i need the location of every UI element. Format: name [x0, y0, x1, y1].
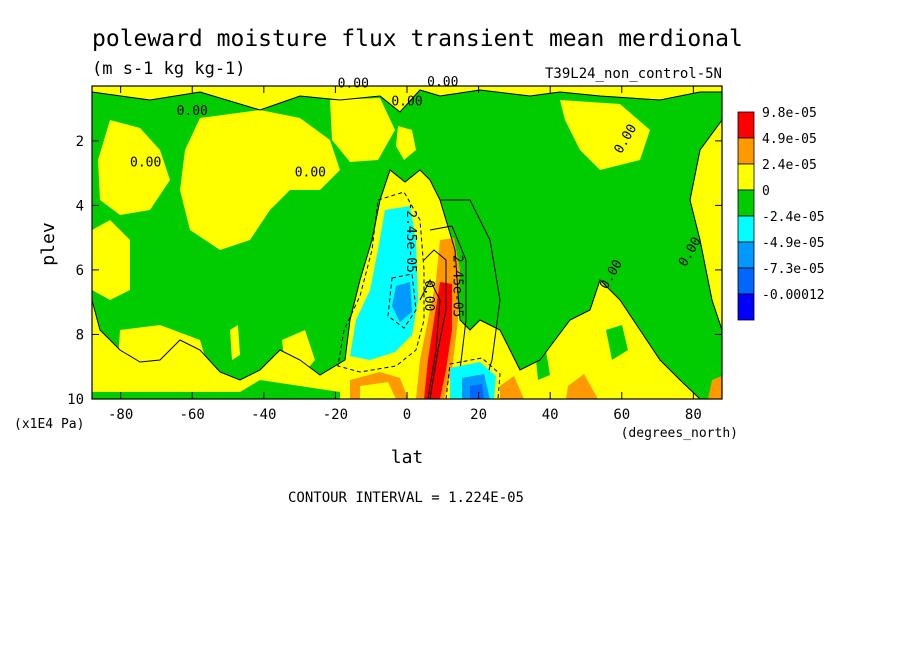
- yellow-island-5: [396, 126, 416, 160]
- zero-contour-main: [92, 169, 701, 399]
- contour-label: 0.00: [177, 104, 208, 119]
- orange-surface-4: [708, 376, 722, 399]
- darkblue-surface-blob: [470, 384, 484, 399]
- x-tick-label: 40: [542, 407, 559, 423]
- legend-label: -0.00012: [762, 288, 825, 303]
- colorbar-legend: 9.8e-05 4.9e-05 2.4e-05 0 -2.4e-05 -4.9e-05 -7…: [737, 106, 825, 321]
- chart-units: (m s-1 kg kg-1): [92, 59, 246, 79]
- contour-label: 0.00: [130, 156, 161, 171]
- y-tick-label: 4: [76, 198, 84, 214]
- legend-label: 4.9e-05: [762, 132, 817, 147]
- cyan-contour-inner: [387, 273, 417, 329]
- x-tick-label: -40: [251, 407, 276, 423]
- x-tick-label: 0: [403, 407, 411, 423]
- legend-swatch: [737, 215, 755, 243]
- yellow-surface-1: [360, 382, 396, 399]
- plume-contour-3: [419, 278, 441, 399]
- yellow-island-8: [282, 330, 315, 378]
- x-tick-label: 80: [685, 407, 702, 423]
- legend-swatch: [737, 111, 755, 139]
- legend-swatch: [737, 137, 755, 165]
- yellow-island-4: [92, 220, 130, 300]
- zero-contour-top: [92, 89, 722, 113]
- y-axis: 2 4 6 8 10: [67, 134, 722, 408]
- legend-label: -7.3e-05: [762, 262, 825, 277]
- legend-swatch: [737, 241, 755, 269]
- surface-blob-contour: [445, 357, 501, 399]
- thin-contour-yellow: [440, 199, 501, 399]
- x-tick-label: -80: [108, 407, 133, 423]
- plot-area: [92, 86, 722, 399]
- yellow-island-7: [118, 325, 212, 392]
- contour-label: 0.00: [338, 77, 369, 92]
- legend-label: 9.8e-05: [762, 106, 817, 121]
- orange-surface-2: [500, 376, 524, 399]
- legend-swatch: [737, 163, 755, 191]
- x-tick-label: -60: [180, 407, 205, 423]
- plume-contour-2: [423, 249, 447, 399]
- x-tick-label: -20: [323, 407, 348, 423]
- legend-label: -2.4e-05: [762, 210, 825, 225]
- yellow-island-9: [230, 325, 240, 360]
- yellow-island-2: [180, 110, 340, 250]
- legend-swatch: [737, 293, 755, 321]
- green-patch-right-2: [535, 345, 550, 380]
- contour-label: 2.45e-05: [450, 255, 465, 318]
- contour-interval: CONTOUR INTERVAL = 1.224E-05: [288, 490, 524, 506]
- x-tick-label: 20: [470, 407, 487, 423]
- legend-label: -4.9e-05: [762, 236, 825, 251]
- contour-label: 0.00: [295, 165, 326, 180]
- legend-label: 0: [762, 184, 770, 199]
- contour-label: 0.00: [391, 94, 422, 109]
- x-axis-units: (degrees_north): [621, 426, 738, 441]
- green-bottom-strip: [92, 380, 340, 399]
- orange-surface-3: [566, 374, 598, 399]
- contour-label: -2.45e-05: [403, 202, 418, 272]
- cyan-region: [350, 206, 418, 360]
- chart-title: poleward moisture flux transient mean me…: [92, 26, 743, 52]
- green-patch-right-1: [606, 325, 628, 360]
- blue-core: [392, 282, 412, 322]
- cyan-contour-outer: [337, 191, 425, 373]
- red-plume: [424, 282, 452, 399]
- legend-label: 2.4e-05: [762, 158, 817, 173]
- contour-label: 0.00: [421, 280, 436, 311]
- y-tick-label: 6: [76, 263, 84, 279]
- x-tick-label: 60: [613, 407, 630, 423]
- yellow-island-3: [330, 98, 395, 162]
- contour-labels: 0.00 0.000.000.000.000.000.000.000.000.00…: [130, 75, 705, 317]
- legend-swatch: [737, 189, 755, 217]
- y-axis-label: plev: [38, 222, 59, 265]
- yellow-island-1: [98, 120, 170, 215]
- yellow-island-6: [560, 100, 650, 170]
- legend-swatch: [737, 267, 755, 295]
- dataset-label: T39L24_non_control-5N: [545, 66, 722, 82]
- y-tick-label: 8: [76, 327, 84, 343]
- y-tick-label: 2: [76, 134, 84, 150]
- y-tick-label: 10: [67, 392, 84, 408]
- zero-contour-right: [689, 119, 722, 331]
- contour-label: 0.00: [427, 75, 458, 90]
- x-axis-label: lat: [391, 447, 424, 468]
- y-axis-units: (x1E4 Pa): [14, 417, 84, 432]
- x-axis: -80 -60 -40 -20 0 20 40 60 80: [108, 86, 702, 423]
